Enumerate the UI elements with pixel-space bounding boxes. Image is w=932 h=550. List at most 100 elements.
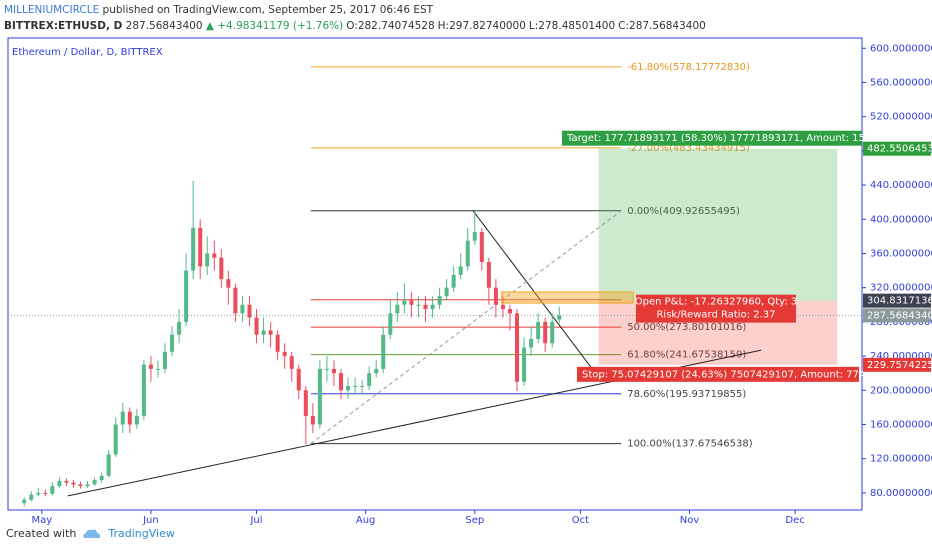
- candle-body: [233, 287, 238, 314]
- candle-body: [416, 304, 421, 306]
- candle-body: [148, 364, 153, 369]
- candle-body: [522, 347, 527, 382]
- trendline: [310, 210, 622, 444]
- y-tick-label: 320.00000000: [870, 283, 932, 294]
- candle-body: [324, 368, 329, 370]
- candle-body: [184, 270, 189, 322]
- candle-body: [430, 304, 435, 310]
- candle-body: [402, 300, 407, 305]
- candle-body: [472, 232, 477, 241]
- candle-body: [205, 253, 210, 267]
- candle-body: [141, 364, 146, 416]
- target-label: Target: 177.71893171 (58.30%) 1777189317…: [566, 133, 893, 144]
- candle-body: [339, 373, 344, 391]
- candle-body: [543, 321, 548, 344]
- y-tick-label: 200.00000000: [870, 385, 932, 396]
- candle-body: [515, 313, 520, 382]
- candle-body: [423, 304, 428, 310]
- logo-cloud: [83, 528, 101, 538]
- candle-body: [388, 313, 393, 335]
- author[interactable]: MILLENIUMCIRCLE: [4, 4, 100, 16]
- fib-label: 0.00%(409.92655495): [627, 206, 740, 217]
- candle-body: [465, 240, 470, 267]
- pnl-label: Open P&L: -17.26327960, Qty: 3: [635, 297, 798, 308]
- price-tag-label: 304.83171360: [867, 296, 932, 307]
- candle-body: [331, 368, 336, 374]
- candle-body: [437, 296, 442, 305]
- ratio-label: Risk/Reward Ratio: 2.37: [656, 310, 775, 321]
- candle-body: [360, 386, 365, 388]
- candle-body: [529, 338, 534, 348]
- candle-body: [261, 330, 266, 335]
- candle-body: [458, 266, 463, 275]
- candle-body: [268, 330, 273, 335]
- target-label-bg: [562, 130, 862, 146]
- candle-body: [289, 356, 294, 369]
- candle-body: [29, 494, 34, 500]
- legend: Ethereum / Dollar, D, BITTREX: [12, 47, 163, 58]
- candle-body: [71, 482, 76, 485]
- candle-body: [275, 334, 280, 352]
- candle-body: [395, 304, 400, 314]
- y-tick-label: 80.00000000: [870, 488, 932, 499]
- header: MILLENIUMCIRCLE published on TradingView…: [4, 2, 706, 34]
- ohlc: L:278.48501400: [528, 20, 616, 32]
- brand[interactable]: TradingView: [108, 527, 175, 540]
- y-tick-label: 560.00000000: [870, 77, 932, 88]
- legend-bg: [9, 43, 169, 61]
- candle-body: [64, 480, 69, 483]
- candle-body: [409, 300, 414, 305]
- candle-body: [198, 227, 203, 267]
- x-tick-label: May: [31, 515, 52, 525]
- header-line: BITTREX:ETHUSD, D 287.56843400 ▲ +4.9834…: [4, 18, 706, 34]
- fib-label: 50.00%(273.80101016): [627, 322, 746, 333]
- candle-body: [177, 321, 182, 335]
- candle-body: [212, 253, 217, 258]
- candle-body: [486, 262, 491, 288]
- candle-body: [500, 304, 505, 310]
- symbol: BITTREX:ETHUSD, D: [4, 20, 123, 32]
- candle-body: [92, 480, 97, 485]
- created: Created with: [6, 527, 77, 540]
- candle-body: [22, 499, 27, 504]
- y-tick-label: 520.00000000: [870, 112, 932, 123]
- header-line: MILLENIUMCIRCLE published on TradingView…: [4, 2, 706, 18]
- trendline: [472, 210, 593, 369]
- candle-body: [50, 486, 55, 494]
- y-tick-label: 440.00000000: [870, 180, 932, 191]
- candle-body: [451, 274, 456, 288]
- pnl-label-bg: [636, 294, 796, 323]
- candle-body: [113, 424, 118, 455]
- candle-body: [282, 351, 287, 357]
- y-tick-label: 120.00000000: [870, 454, 932, 465]
- price-tag: [863, 308, 931, 323]
- fib-label: -27.00%(483.43434915): [627, 143, 750, 154]
- layer: -61.80%(578.17772830) -27.00%(483.4343491…: [8, 62, 862, 507]
- change: ▲ +4.98341179 (+1.76%): [205, 20, 344, 32]
- x-tick-label: Jul: [249, 515, 262, 525]
- y-tick-label: 160.00000000: [870, 419, 932, 430]
- candle-body: [303, 390, 308, 416]
- fib-label: 100.00%(137.67546538): [627, 439, 753, 450]
- candle-body: [127, 411, 132, 425]
- logo: [83, 528, 101, 538]
- x-tick-label: Dec: [785, 515, 804, 525]
- candle-body: [346, 386, 351, 391]
- candle-body: [479, 232, 484, 263]
- candle-body: [507, 309, 512, 314]
- candle-body: [191, 227, 196, 271]
- fib-label: 61.80%(241.67538159): [627, 350, 746, 361]
- candle-body: [557, 315, 562, 320]
- candle-body: [240, 304, 245, 314]
- ohlc: O:282.74074528: [346, 20, 435, 32]
- stop-label-bg: [577, 366, 859, 382]
- plot-frame: [7, 37, 863, 511]
- stop-label: Stop: 75.07429107 (24.63%) 7507429107, A…: [582, 369, 881, 380]
- candle-body: [317, 368, 322, 425]
- candle-body: [353, 386, 358, 388]
- candle-body: [134, 415, 139, 425]
- fib-label: -61.80%(578.17772830): [627, 62, 750, 73]
- candle-body: [226, 279, 231, 288]
- candle-body: [99, 475, 104, 481]
